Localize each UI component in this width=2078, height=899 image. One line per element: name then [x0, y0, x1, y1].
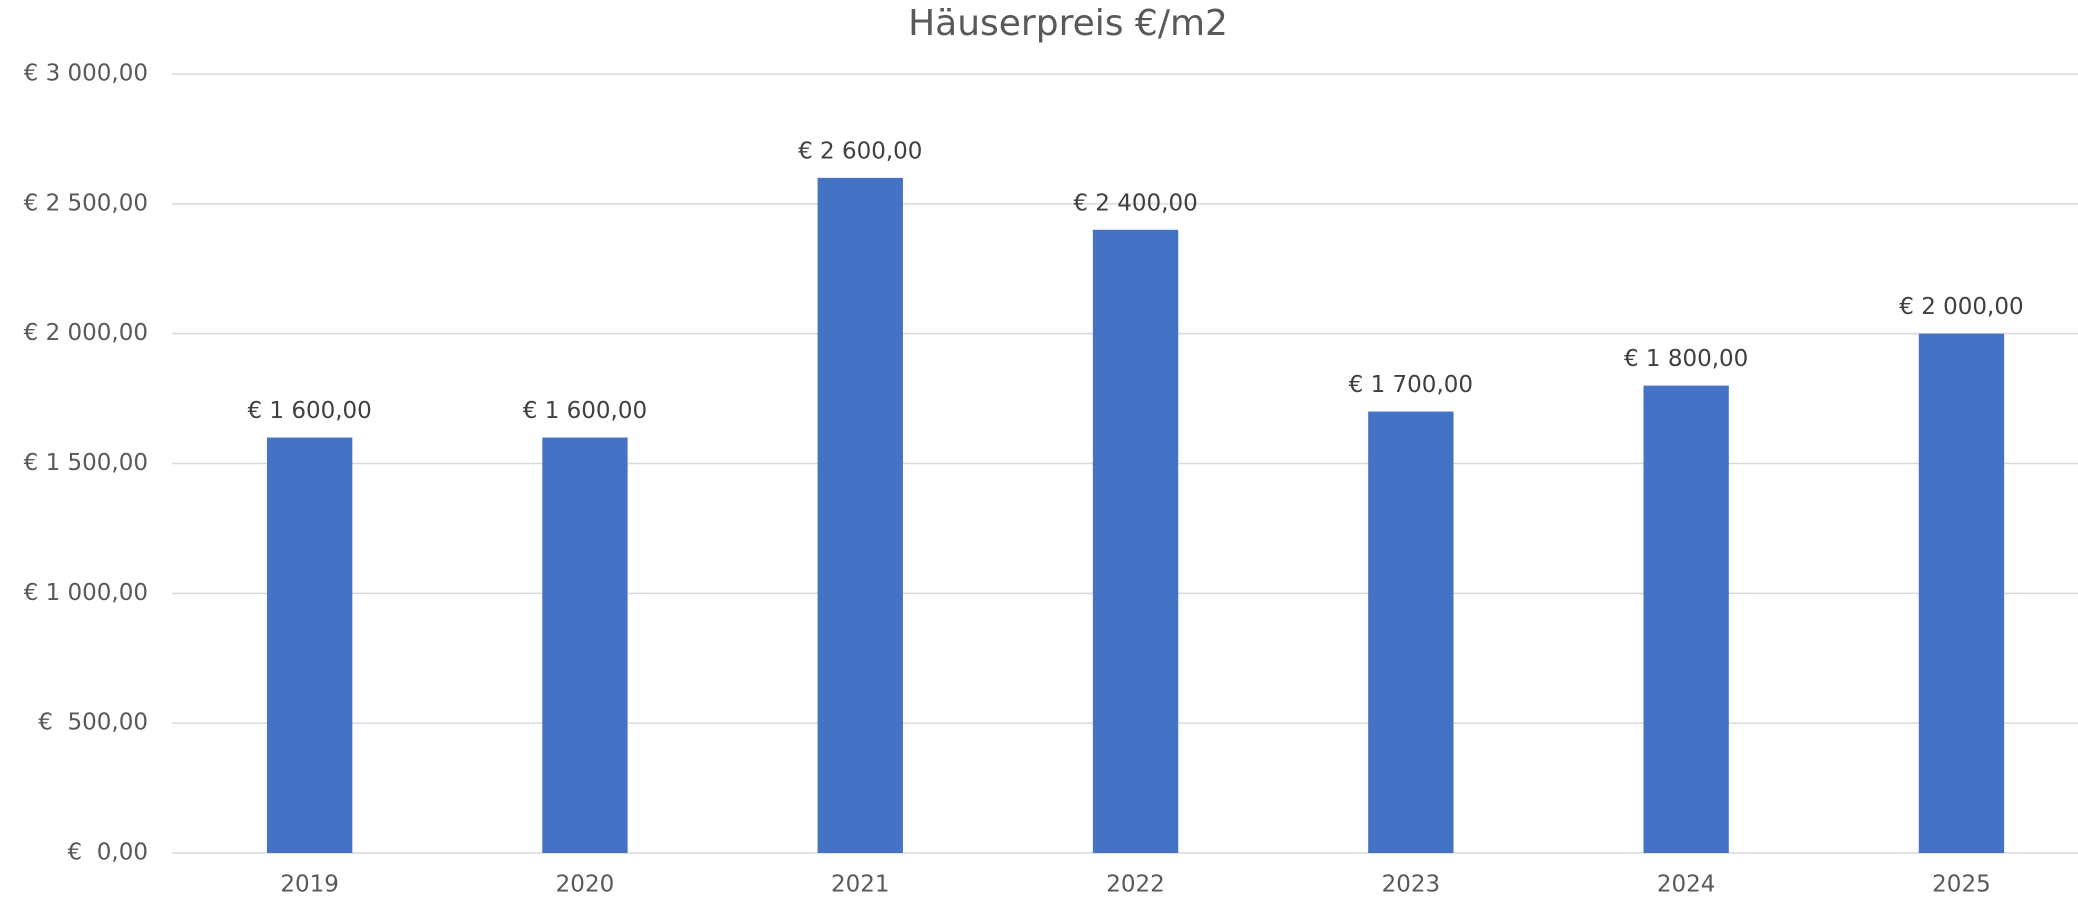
y-tick-label: € 2 500,00	[24, 190, 148, 216]
x-tick-label: 2023	[1382, 872, 1441, 898]
y-tick-label: € 1 500,00	[24, 450, 148, 476]
y-tick-label: € 0,00	[68, 840, 148, 866]
y-tick-label: € 2 000,00	[24, 320, 148, 346]
value-label: € 1 600,00	[523, 398, 647, 424]
chart-title: Häuserpreis €/m2	[908, 3, 1228, 44]
value-label: € 1 800,00	[1624, 346, 1748, 372]
bar	[1368, 411, 1454, 853]
x-tick-label: 2019	[280, 872, 339, 898]
x-tick-label: 2022	[1106, 872, 1165, 898]
y-tick-label: € 3 000,00	[24, 61, 148, 87]
value-label: € 1 700,00	[1349, 372, 1473, 398]
bar	[1092, 229, 1179, 854]
y-tick-label: € 500,00	[38, 710, 148, 736]
bar	[542, 437, 628, 853]
value-label: € 2 000,00	[1899, 294, 2023, 320]
x-tick-label: 2021	[831, 872, 890, 898]
bar	[266, 437, 353, 853]
y-tick-label: € 1 000,00	[24, 580, 148, 606]
bar	[1918, 333, 2005, 854]
bar	[817, 177, 903, 853]
x-tick-label: 2024	[1657, 872, 1716, 898]
bar	[1643, 385, 1729, 853]
value-label: € 2 400,00	[1073, 190, 1197, 216]
x-tick-label: 2020	[556, 872, 615, 898]
x-tick-label: 2025	[1932, 872, 1991, 898]
value-label: € 2 600,00	[798, 138, 922, 164]
value-label: € 1 600,00	[247, 398, 371, 424]
